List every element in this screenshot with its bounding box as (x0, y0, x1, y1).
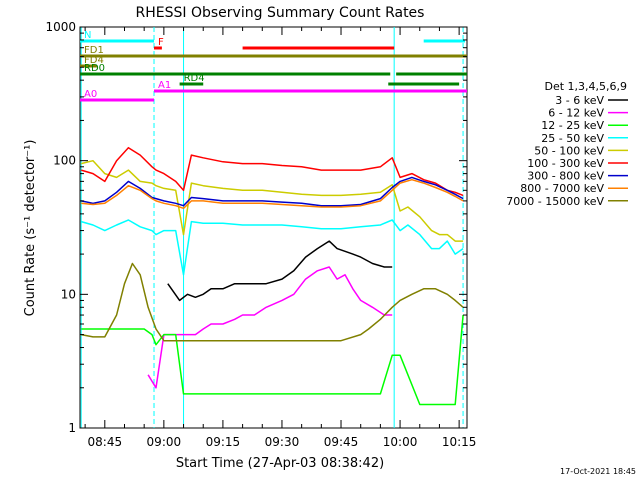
series-line-2 (81, 314, 464, 406)
series-line-3 (80, 219, 464, 276)
legend-label: 800 - 7000 keV (520, 182, 604, 195)
legend-label: 7000 - 15000 keV (506, 195, 604, 208)
x-tick-label: 09:15 (206, 435, 241, 449)
y-tick-label: 1000 (45, 20, 76, 34)
series-line-8 (81, 262, 464, 342)
series-line-0 (167, 240, 393, 302)
x-tick-label: 09:45 (324, 435, 359, 449)
legend-label: 12 - 25 keV (541, 119, 604, 132)
x-tick-label: 10:15 (442, 435, 477, 449)
flag-label-n: N (84, 30, 91, 41)
legend-label: 3 - 6 keV (555, 94, 604, 107)
flag-label-f: F (158, 37, 164, 48)
series-line-5 (80, 146, 464, 197)
y-axis-label: Count Rate (s⁻¹ detector⁻¹) (23, 140, 38, 317)
y-tick-label: 100 (53, 154, 76, 168)
plot-frame (79, 26, 468, 429)
flag-label-rd0: RD0 (84, 63, 105, 74)
flag-label-rd4: RD4 (184, 73, 205, 84)
flag-label-a0: A0 (84, 89, 97, 100)
x-axis-label: Start Time (27-Apr-03 08:38:42) (176, 456, 384, 471)
flag-label-a1: A1 (158, 80, 171, 91)
series-line-7 (81, 178, 464, 210)
chart-title: RHESSI Observing Summary Count Rates (136, 5, 425, 21)
legend-label: 300 - 800 keV (527, 170, 604, 183)
x-tick-label: 10:00 (383, 435, 418, 449)
legend-label: 25 - 50 keV (541, 132, 604, 145)
flag-label-fd4: FD4 (84, 55, 104, 66)
legend-label: 6 - 12 keV (548, 107, 604, 120)
plot-area (79, 26, 468, 429)
legend-label: 50 - 100 keV (534, 144, 604, 157)
axes: 1 10 100 1000 08:45 09:00 09:15 09:30 09:45 10:00… (45, 20, 476, 449)
x-tick-label: 08:45 (88, 435, 123, 449)
footer-timestamp: 17-Oct-2021 18:45 (560, 467, 636, 476)
x-tick-label: 09:00 (147, 435, 182, 449)
y-tick-label: 1 (68, 421, 76, 435)
legend-label: 100 - 300 keV (527, 157, 604, 170)
series-line-6 (81, 176, 464, 207)
x-tick-label: 09:30 (265, 435, 300, 449)
series-line-1 (147, 266, 393, 389)
data-series (80, 146, 464, 406)
y-tick-label: 10 (61, 287, 76, 301)
flag-label-fd1: FD1 (84, 45, 104, 56)
legend-title: Det 1,3,4,5,6,9 (544, 80, 627, 93)
series-line-4 (81, 159, 464, 242)
